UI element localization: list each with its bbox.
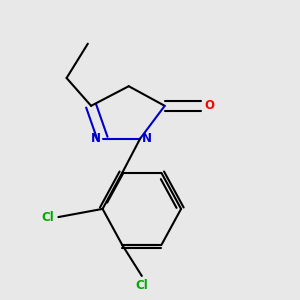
Text: Cl: Cl (135, 279, 148, 292)
Text: N: N (91, 132, 101, 145)
Text: Cl: Cl (42, 211, 55, 224)
Text: N: N (142, 132, 152, 145)
Text: O: O (205, 99, 214, 112)
